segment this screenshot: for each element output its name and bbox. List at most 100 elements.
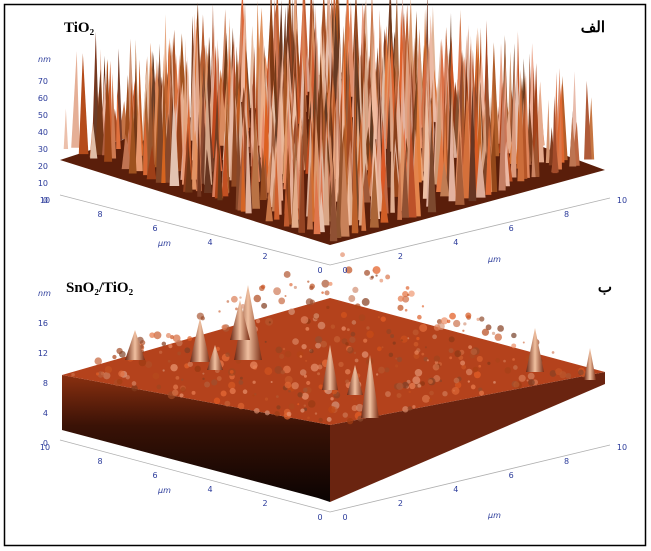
texture (416, 337, 419, 340)
texture (359, 314, 366, 321)
texture (240, 377, 243, 380)
texture (159, 351, 162, 354)
texture (289, 283, 292, 286)
texture (284, 271, 291, 278)
texture (321, 291, 324, 294)
texture (281, 370, 285, 374)
texture (347, 328, 350, 331)
left-tick-label: 2 (262, 499, 267, 508)
texture (449, 348, 454, 353)
right-tick-label: 6 (509, 224, 514, 233)
texture (409, 383, 415, 389)
texture (462, 330, 464, 332)
texture (355, 359, 359, 363)
texture (261, 285, 265, 289)
right-tick-label: 2 (398, 499, 403, 508)
texture (250, 361, 258, 369)
z-tick-label: 40 (38, 128, 48, 137)
texture (402, 406, 408, 412)
texture (497, 325, 504, 332)
texture (386, 329, 391, 334)
texture (523, 342, 525, 344)
texture (513, 365, 518, 370)
texture (265, 398, 268, 401)
left-tick-label: 8 (97, 457, 102, 466)
texture (328, 282, 332, 286)
texture (465, 313, 471, 319)
texture (466, 369, 472, 375)
texture (441, 317, 448, 324)
texture (413, 329, 419, 335)
texture (188, 362, 193, 367)
texture (405, 309, 408, 312)
texture (389, 353, 393, 357)
texture (417, 315, 422, 320)
texture (176, 340, 182, 346)
texture (420, 381, 425, 386)
texture (378, 316, 380, 318)
texture (363, 339, 367, 343)
texture (400, 335, 407, 342)
texture (463, 322, 466, 325)
texture (371, 276, 374, 279)
texture (315, 343, 321, 349)
texture (202, 373, 204, 375)
texture (179, 393, 183, 397)
texture (334, 336, 340, 342)
left-tick-label: 4 (207, 485, 212, 494)
texture (153, 373, 160, 380)
texture (468, 380, 470, 382)
texture (166, 333, 171, 338)
texture (304, 404, 306, 406)
panel-label: ب (598, 280, 612, 296)
texture (276, 346, 283, 353)
texture (419, 324, 427, 332)
texture (276, 395, 279, 398)
texture (283, 348, 285, 350)
left-tick-label: 0 (317, 513, 322, 522)
texture (452, 387, 460, 395)
z-tick-label: 12 (38, 349, 48, 358)
texture (308, 400, 316, 408)
texture (343, 412, 348, 417)
texture (512, 358, 515, 361)
right-tick-label: 6 (509, 471, 514, 480)
texture (495, 333, 502, 340)
texture (231, 296, 238, 303)
texture (218, 310, 220, 312)
texture (412, 405, 415, 408)
texture (288, 308, 295, 315)
texture (318, 322, 326, 330)
texture (401, 339, 403, 341)
left-unit: μm (157, 486, 171, 495)
texture (528, 373, 535, 380)
texture (330, 397, 333, 400)
left-tick-label: 10 (40, 196, 50, 205)
texture (187, 336, 192, 341)
texture (217, 376, 222, 381)
texture (421, 353, 424, 356)
texture (347, 347, 354, 354)
texture (306, 298, 313, 305)
texture (337, 300, 339, 302)
texture (377, 347, 382, 352)
texture (103, 372, 110, 379)
texture (117, 379, 123, 385)
texture (305, 327, 309, 331)
texture (385, 391, 391, 397)
texture (119, 351, 126, 358)
texture (105, 366, 112, 373)
texture (284, 295, 286, 297)
texture (340, 252, 345, 257)
texture (381, 316, 386, 321)
texture (354, 352, 356, 354)
z-tick-label: 16 (38, 319, 48, 328)
texture (176, 376, 180, 380)
z-tick-label: 70 (38, 77, 48, 86)
texture (482, 329, 489, 336)
texture (279, 354, 284, 359)
texture (230, 388, 236, 394)
texture (235, 307, 238, 310)
panel-label: الف (581, 20, 605, 36)
right-tick-label: 8 (564, 210, 569, 219)
